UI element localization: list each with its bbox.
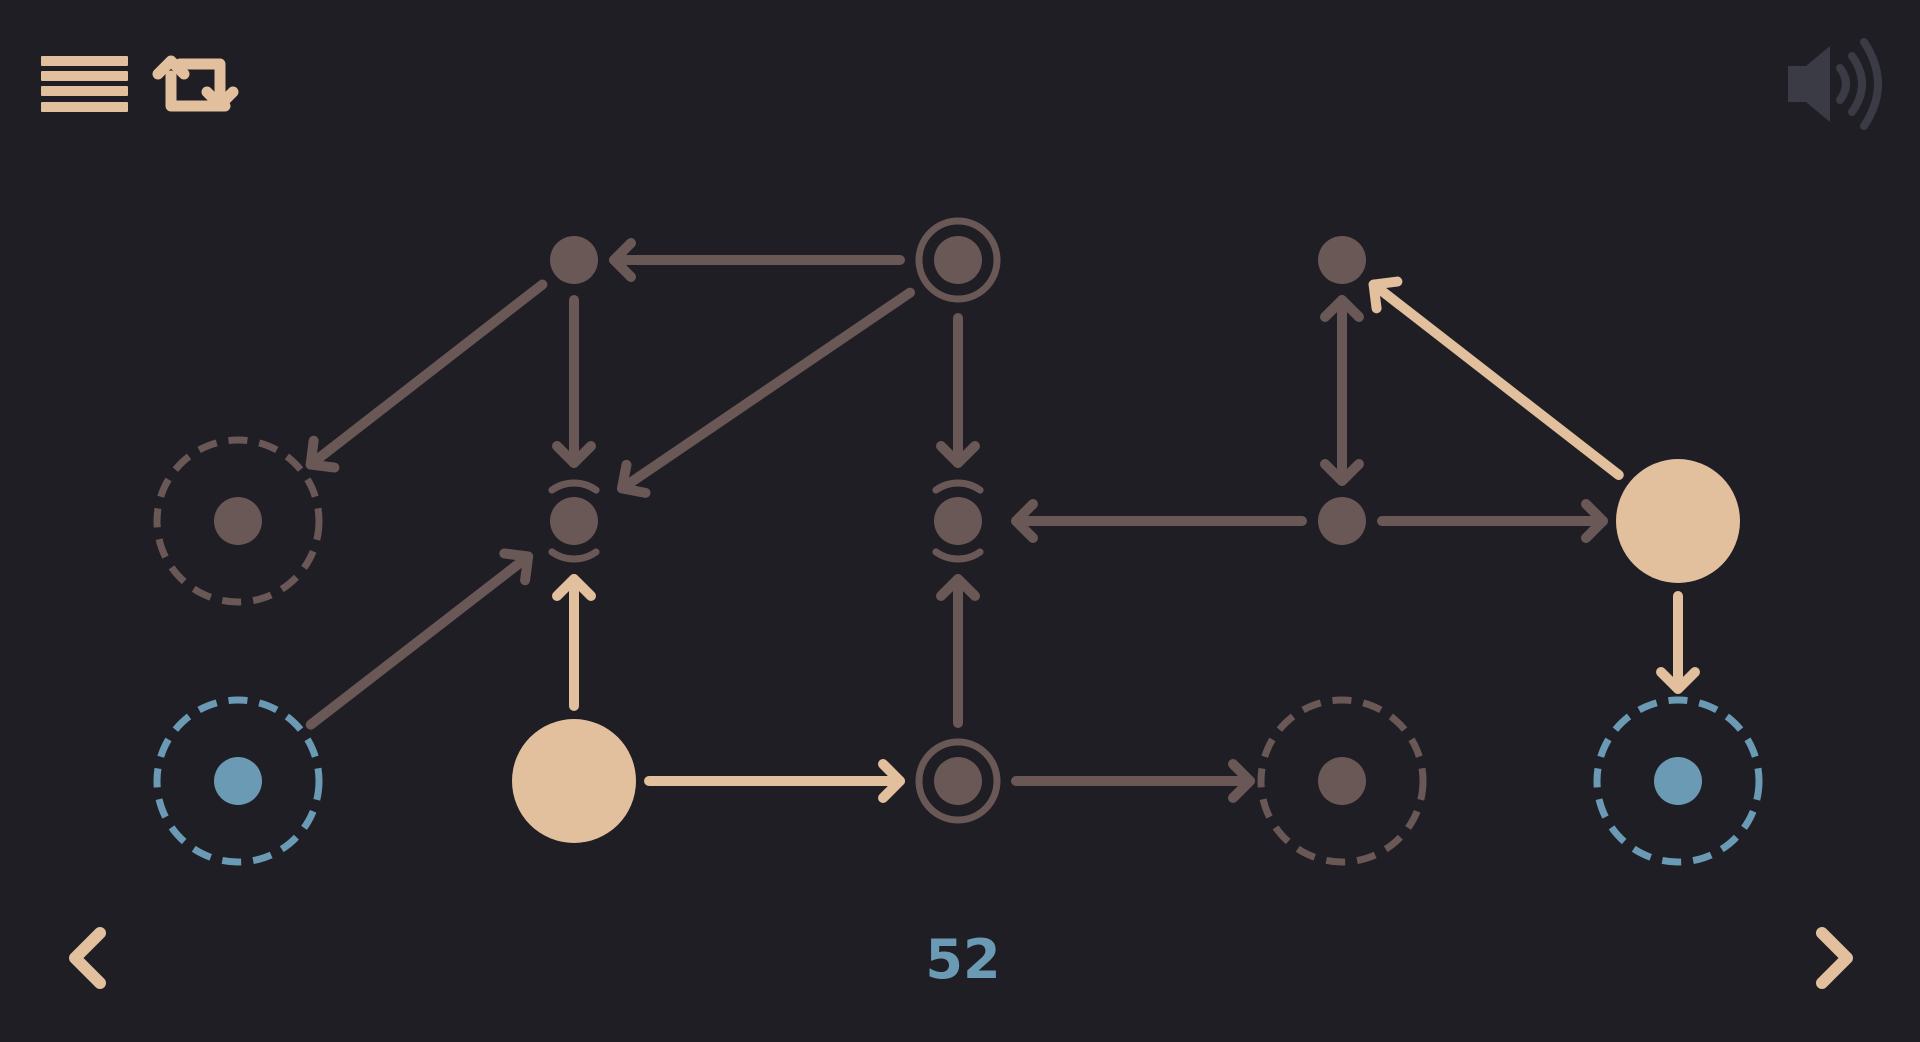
arrowhead <box>616 459 651 498</box>
arrowhead <box>1656 667 1700 694</box>
node-bracketed <box>548 479 600 563</box>
arrowhead <box>936 441 980 468</box>
node-token[interactable] <box>512 719 636 843</box>
arrowhead <box>1320 459 1364 486</box>
edges-layer <box>305 238 1700 803</box>
restart-icon <box>152 55 239 112</box>
edge-g-to-f <box>1011 499 1307 543</box>
edge-a-to-e <box>552 295 596 468</box>
arrowhead <box>1011 499 1038 543</box>
edge-h-to-c <box>1368 276 1624 480</box>
node-dot <box>550 236 598 284</box>
chevron-left-icon <box>69 927 106 989</box>
node-dot <box>1318 236 1366 284</box>
arrowhead <box>552 441 596 468</box>
menu-button[interactable] <box>36 48 132 118</box>
sound-button[interactable] <box>1780 36 1886 134</box>
arrowhead <box>552 574 596 601</box>
chevron-right-icon <box>1816 927 1853 989</box>
node-dot <box>1318 497 1366 545</box>
node-dashed-slot <box>153 436 323 606</box>
level-number: 52 <box>925 928 1000 991</box>
edge-a-to-d <box>305 279 548 473</box>
sound-icon <box>1788 38 1882 130</box>
edge-i-to-e <box>305 548 534 730</box>
node-bracketed <box>932 479 984 563</box>
node-ringed <box>915 217 1001 303</box>
edge-b-to-f <box>936 313 980 468</box>
menu-icon <box>41 56 128 112</box>
node-target-slot <box>153 696 323 866</box>
restart-button[interactable] <box>145 48 247 118</box>
arrowhead <box>1320 295 1364 322</box>
arrowhead <box>1368 276 1403 314</box>
edge-b-to-a <box>609 238 905 282</box>
edge-k-to-l <box>1011 759 1255 803</box>
next-level-button[interactable] <box>1800 915 1866 1001</box>
edge-j-to-k <box>644 759 905 803</box>
arrowhead <box>1581 499 1608 543</box>
node-dashed-slot <box>1257 696 1427 866</box>
arrowhead <box>936 574 980 601</box>
node-token[interactable] <box>1616 459 1740 583</box>
node-ringed <box>915 738 1001 824</box>
arrowhead <box>878 759 905 803</box>
node-target-slot <box>1593 696 1763 866</box>
edge-k-to-f <box>936 574 980 728</box>
arrowhead <box>499 548 534 586</box>
edge-g-to-c <box>1320 295 1364 486</box>
nodes-layer <box>153 217 1763 866</box>
edge-b-to-e <box>616 287 916 498</box>
arrowhead <box>609 238 636 282</box>
previous-level-button[interactable] <box>56 915 122 1001</box>
edge-j-to-e <box>552 574 596 711</box>
arrowhead <box>305 435 340 473</box>
arrowhead <box>1228 759 1255 803</box>
edge-h-to-m <box>1656 591 1700 694</box>
edge-g-to-h <box>1377 499 1608 543</box>
